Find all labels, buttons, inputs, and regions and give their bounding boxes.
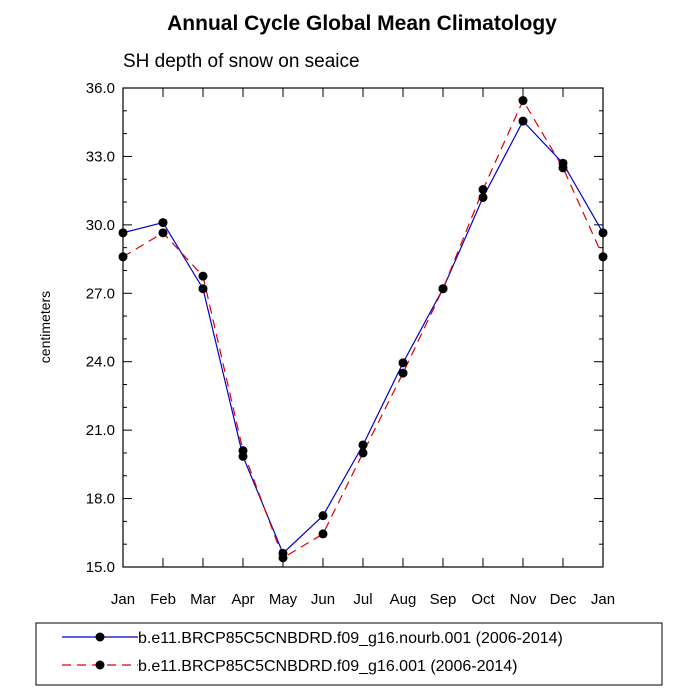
legend-entry-nourb: b.e11.BRCP85C5CNBDRD.f09_g16.nourb.001 (… (62, 630, 563, 647)
series-1-point (278, 553, 288, 563)
series-1-point (198, 271, 208, 281)
legend-entry-control: b.e11.BRCP85C5CNBDRD.f09_g16.001 (2006-2… (62, 658, 517, 675)
series-1-point (398, 368, 408, 378)
series-0-point (358, 440, 368, 450)
series-0-point (478, 192, 488, 202)
series-1-point (438, 284, 448, 294)
series-1-point (238, 446, 248, 456)
x-tick-label: Sep (430, 591, 457, 608)
series-1-point (358, 448, 368, 458)
x-tick-label: Feb (150, 591, 176, 608)
series-0-point (118, 228, 128, 238)
x-tick-label: Oct (471, 591, 495, 608)
y-tick-label: 24.0 (86, 354, 115, 371)
x-tick-label: Aug (390, 591, 417, 608)
series-0-point (398, 358, 408, 368)
legend-marker-nourb (95, 632, 105, 642)
series-line-1 (122, 99, 604, 559)
series-0-point (158, 218, 168, 228)
y-tick-label: 15.0 (86, 559, 115, 576)
x-tick-label: Jan (591, 591, 615, 608)
series-1-point (158, 228, 168, 238)
x-tick-label: Mar (190, 591, 216, 608)
series-0-point (518, 116, 528, 126)
series-1-point (118, 252, 128, 262)
y-tick-label: 30.0 (86, 217, 115, 234)
x-axis: Jan Feb Mar Apr May Jun Jul Aug Sep Oct Nov Dec Jan (111, 88, 615, 608)
series-line-0 (122, 120, 604, 555)
x-tick-label: Nov (510, 591, 537, 608)
series-layer (118, 96, 608, 563)
legend-label-control: b.e11.BRCP85C5CNBDRD.f09_g16.001 (2006-2… (138, 658, 517, 675)
series-1-point (478, 185, 488, 195)
y-tick-label: 36.0 (86, 80, 115, 97)
x-tick-label: Dec (550, 591, 577, 608)
legend-label-nourb: b.e11.BRCP85C5CNBDRD.f09_g16.nourb.001 (… (138, 630, 563, 647)
series-0-point (318, 511, 328, 521)
series-1-point (318, 529, 328, 539)
y-tick-label: 18.0 (86, 491, 115, 508)
legend-box (35, 622, 663, 686)
plot-frame (122, 87, 604, 568)
x-tick-label: Jun (311, 591, 335, 608)
series-0-point (198, 284, 208, 294)
y-tick-label: 33.0 (86, 148, 115, 165)
series-0-point (598, 228, 608, 238)
series-1-point (558, 163, 568, 173)
y-axis: 15.0 18.0 21.0 24.0 27.0 30.0 33.0 36.0 (86, 80, 603, 576)
series-1-point (518, 96, 528, 106)
legend-marker-control (95, 660, 105, 670)
x-tick-label: Jan (111, 591, 135, 608)
y-tick-label: 27.0 (86, 285, 115, 302)
x-tick-label: May (269, 591, 298, 608)
x-tick-label: Apr (231, 591, 254, 608)
chart-title: Annual Cycle Global Mean Climatology (167, 12, 557, 35)
y-axis-title: centimeters (37, 291, 53, 363)
y-tick-label: 21.0 (86, 422, 115, 439)
x-tick-label: Jul (353, 591, 372, 608)
series-1-point (598, 252, 608, 262)
chart-subtitle: SH depth of snow on seaice (123, 51, 360, 72)
